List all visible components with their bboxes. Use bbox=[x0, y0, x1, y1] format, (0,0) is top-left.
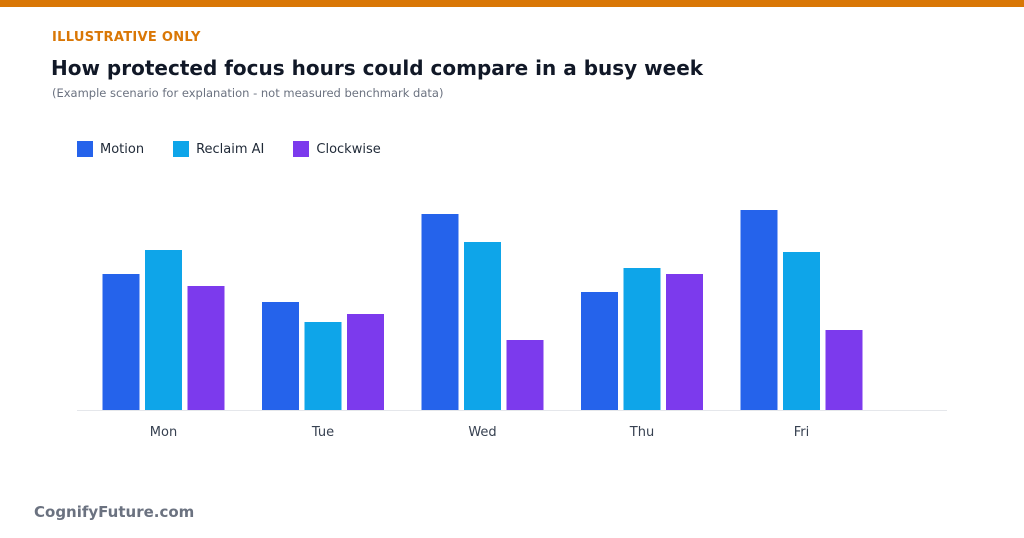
bar-clockwise-tue[interactable] bbox=[347, 314, 384, 410]
bar-motion-tue[interactable] bbox=[262, 302, 299, 410]
x-tick-label-tue: Tue bbox=[311, 425, 334, 440]
bar-clockwise-wed[interactable] bbox=[506, 340, 544, 410]
bar-motion-wed[interactable] bbox=[421, 214, 459, 410]
legend-swatch-clockwise bbox=[293, 141, 310, 157]
x-tick-label-fri: Fri bbox=[794, 425, 810, 440]
x-tick-label-wed: Wed bbox=[468, 425, 496, 440]
illustrative-tag: ILLUSTRATIVE ONLY bbox=[52, 30, 201, 45]
legend-item-clockwise[interactable]: Clockwise bbox=[293, 141, 381, 157]
legend-item-reclaim-ai[interactable]: Reclaim AI bbox=[173, 141, 264, 157]
bar-reclaim-ai-fri[interactable] bbox=[783, 252, 820, 410]
bar-motion-thu[interactable] bbox=[581, 292, 618, 410]
footer-brand: CognifyFuture.com bbox=[34, 503, 195, 521]
bar-clockwise-mon[interactable] bbox=[187, 286, 225, 410]
chart-subtitle: (Example scenario for explanation - not … bbox=[52, 86, 444, 100]
top-accent-bar bbox=[0, 0, 1024, 7]
legend-swatch-reclaim-ai bbox=[173, 141, 190, 157]
bar-reclaim-ai-mon[interactable] bbox=[145, 250, 182, 410]
legend-label-clockwise: Clockwise bbox=[316, 141, 381, 157]
x-tick-label-mon: Mon bbox=[150, 425, 177, 440]
legend-swatch-motion bbox=[77, 141, 93, 157]
legend-label-motion: Motion bbox=[100, 141, 145, 157]
bar-motion-mon[interactable] bbox=[102, 274, 140, 410]
bar-clockwise-thu[interactable] bbox=[666, 274, 703, 410]
bar-motion-fri[interactable] bbox=[740, 210, 778, 410]
bar-reclaim-ai-wed[interactable] bbox=[464, 242, 501, 410]
bar-clockwise-fri[interactable] bbox=[825, 330, 863, 410]
legend-label-reclaim-ai: Reclaim AI bbox=[196, 141, 265, 157]
chart-title: How protected focus hours could compare … bbox=[51, 56, 704, 80]
x-tick-label-thu: Thu bbox=[629, 425, 654, 440]
chart-legend: Motion Reclaim AI Clockwise bbox=[77, 141, 410, 157]
bar-reclaim-ai-tue[interactable] bbox=[304, 322, 342, 410]
bar-reclaim-ai-thu[interactable] bbox=[623, 268, 661, 410]
legend-item-motion[interactable]: Motion bbox=[77, 141, 144, 157]
